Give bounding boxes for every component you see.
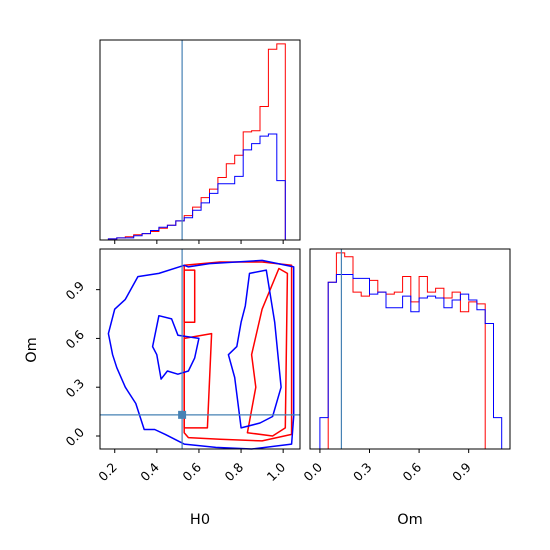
h0-histogram-panel: [99, 39, 301, 244]
contour-series-2-line-2: [227, 269, 282, 429]
contour-series-1-line-2: [246, 267, 289, 437]
om-histogram-panel: 0.0 0.3 0.6 0.9: [300, 248, 511, 484]
h0-om-contour-panel: 0.2 0.4 0.6 0.8 1.0 0.0 0.3 0.6 0.9: [62, 248, 301, 484]
h0-histogram-series-2: [100, 133, 294, 241]
x-axis-label-h0: H0: [190, 512, 210, 528]
contour-series-2-line-3: [151, 314, 200, 380]
om-histogram-frame: [309, 248, 511, 450]
om-histogram-series-2: [319, 274, 503, 449]
contour-y-tick-label-0.6: 0.6: [62, 327, 87, 352]
contour-x-tick-label-0.6: 0.6: [179, 459, 204, 484]
om-hist-x-tick-label-0.0: 0.0: [300, 459, 325, 484]
contour-x-tick-label-0.8: 0.8: [222, 459, 247, 484]
contour-series-2-line-1: [107, 259, 295, 450]
x-axis-label-om: Om: [397, 512, 423, 528]
contour-series-1-line-4: [183, 269, 196, 323]
contour-x-tick-label-0.4: 0.4: [137, 459, 162, 484]
om-hist-x-tick-label-0.6: 0.6: [400, 459, 425, 484]
contour-y-tick-label-0.0: 0.0: [62, 424, 87, 449]
y-axis-label-om: Om: [24, 337, 40, 363]
contour-x-tick-label-0.2: 0.2: [95, 459, 120, 484]
contour-series-1-line-3: [183, 332, 213, 429]
om-hist-x-tick-label-0.3: 0.3: [350, 459, 375, 484]
contour-y-tick-label-0.9: 0.9: [62, 278, 87, 303]
contour-x-tick-label-1.0: 1.0: [264, 459, 289, 484]
contour-series-1-line-1: [183, 261, 293, 442]
truth-marker: [178, 410, 187, 419]
contour-frame: [99, 248, 301, 450]
om-hist-x-tick-label-0.9: 0.9: [449, 459, 474, 484]
om-histogram-series-1: [319, 252, 502, 450]
h0-histogram-frame: [99, 39, 301, 241]
contour-y-tick-label-0.3: 0.3: [62, 376, 87, 401]
